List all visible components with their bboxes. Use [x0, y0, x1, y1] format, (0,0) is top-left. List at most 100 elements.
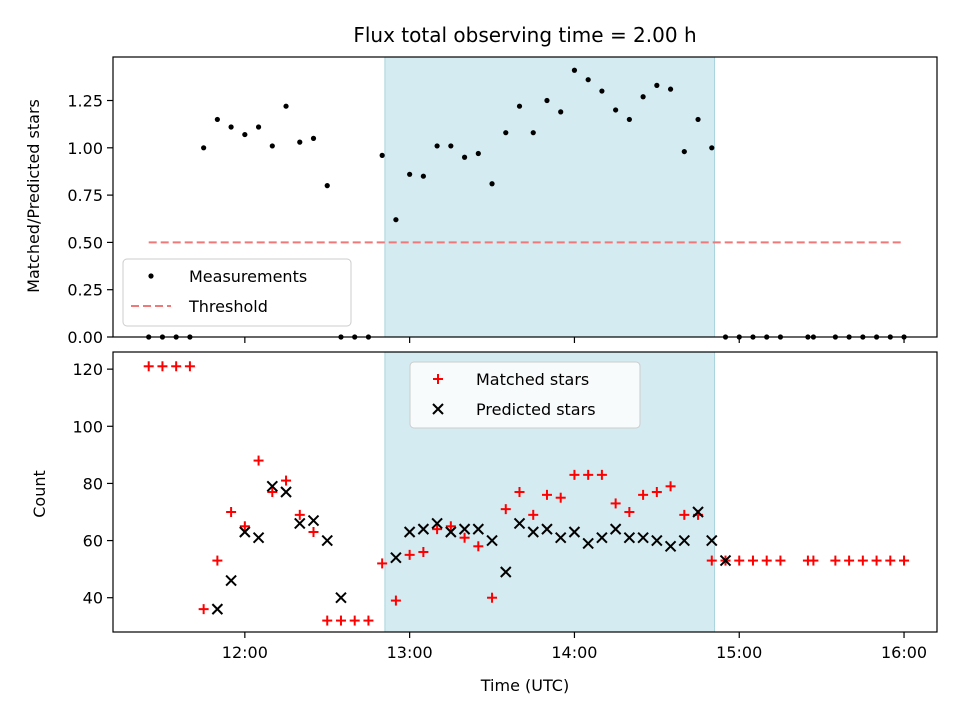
matched-stars-point	[808, 555, 819, 566]
matched-stars-point	[322, 615, 333, 626]
predicted-stars-point	[403, 526, 416, 538]
measurement-point	[407, 171, 413, 177]
plot-frame	[112, 56, 938, 338]
measurement-point	[393, 217, 399, 223]
measurement-point	[516, 103, 523, 109]
predicted-stars-point	[527, 526, 539, 538]
measurement-point	[558, 109, 564, 115]
y-tick-label: 1.00	[67, 139, 103, 158]
predicted-stars-point	[596, 532, 608, 544]
predicted-stars-point	[445, 526, 457, 538]
predicted-stars-point	[307, 514, 320, 527]
x-tick-label: 16:00	[881, 643, 927, 662]
measurement-point	[503, 130, 509, 136]
predicted-stars-point	[335, 592, 347, 604]
legend-marker	[432, 403, 444, 415]
bottom-tick-labels: 40 60 80 100 120 12:00 13:00 14:00 15:00 16:00	[72, 360, 927, 662]
legend-entry: Threshold	[131, 297, 268, 316]
y-tick-label: 80	[83, 474, 103, 493]
measurement-point	[640, 94, 646, 100]
matched-stars-point	[143, 361, 154, 372]
matched-stars-point	[844, 555, 855, 566]
matched-stars-point	[761, 555, 772, 566]
y-tick-label: 100	[72, 417, 103, 436]
plot-frame	[112, 351, 938, 633]
top-tick-labels: 0.00 0.25 0.50 0.75 1.00 1.25	[67, 92, 103, 347]
matched-stars-point	[294, 509, 305, 520]
predicted-stars-point	[568, 526, 581, 538]
legend-box	[409, 361, 641, 429]
predicted-stars-point	[294, 517, 306, 530]
bottom-data-marks	[143, 361, 910, 626]
legend-marker	[433, 374, 443, 384]
matched-stars-point	[528, 509, 539, 520]
matched-stars-point	[885, 555, 896, 566]
matched-stars-point	[473, 541, 484, 552]
measurement-point	[283, 103, 289, 109]
measurement-point	[626, 116, 632, 123]
matched-stars-point	[651, 487, 662, 497]
y-tick-label: 40	[83, 589, 103, 608]
matched-stars-point	[212, 555, 223, 566]
y-tick-label: 0.75	[67, 186, 103, 205]
matched-stars-point	[349, 615, 360, 626]
measurement-point	[297, 139, 303, 145]
matched-stars-point	[267, 487, 278, 497]
predicted-stars-point	[239, 526, 251, 538]
predicted-stars-point	[541, 523, 553, 535]
predicted-stars-point	[472, 523, 485, 535]
matched-stars-point	[377, 558, 388, 569]
legend-box	[122, 258, 352, 327]
measurement-point	[599, 88, 605, 94]
bottom-chart: Count Time (UTC) 40 60 80 100 120 12:00 13:00 1…	[30, 351, 938, 695]
y-tick-label: 60	[83, 532, 103, 551]
measurement-point	[695, 116, 701, 123]
top-axes	[107, 56, 938, 343]
predicted-stars-point	[225, 574, 237, 587]
measurement-point	[475, 150, 481, 157]
matched-stars-point	[198, 604, 209, 615]
y-tick-label: 120	[72, 360, 103, 379]
matched-stars-point	[157, 361, 168, 372]
measurement-point	[585, 77, 591, 83]
matched-stars-point	[899, 555, 910, 566]
y-tick-label: 1.25	[67, 92, 103, 111]
y-tick-label: 0.50	[67, 233, 103, 252]
y-tick-label: 0.00	[67, 328, 103, 347]
matched-stars-point	[583, 469, 594, 480]
matched-stars-point	[418, 547, 429, 557]
measurement-point	[489, 181, 495, 187]
predicted-stars-point	[417, 523, 430, 535]
measurement-point	[434, 143, 440, 149]
matched-stars-point	[569, 469, 580, 480]
predicted-stars-point	[609, 523, 622, 535]
predicted-stars-point	[637, 532, 649, 544]
predicted-stars-point	[458, 523, 471, 535]
measurement-point	[461, 154, 468, 160]
measurement-point	[667, 86, 674, 92]
y-tick-label: 0.25	[67, 281, 103, 300]
bottom-y-axis-label: Count	[30, 470, 49, 518]
legend-entry: Measurements	[148, 267, 307, 286]
top-y-axis-label: Matched/Predicted stars	[24, 99, 43, 293]
top-chart: Flux total observing time = 2.00 h Match…	[24, 23, 938, 347]
legend-entry: Predicted stars	[432, 400, 596, 419]
matched-stars-point	[679, 509, 690, 520]
measurement-point	[681, 148, 687, 155]
predicted-stars-point	[623, 532, 636, 544]
matched-stars-point	[541, 489, 552, 500]
matched-stars-point	[459, 532, 470, 543]
predicted-stars-point	[390, 552, 402, 564]
predicted-stars-point	[513, 517, 526, 530]
matched-stars-point	[624, 507, 635, 517]
predicted-stars-point	[664, 540, 677, 552]
predicted-stars-point	[321, 534, 333, 547]
measurement-point	[420, 173, 426, 179]
matched-stars-point	[514, 487, 525, 497]
matched-stars-point	[239, 521, 250, 532]
chart-title: Flux total observing time = 2.00 h	[353, 23, 696, 47]
matched-stars-point	[665, 481, 676, 492]
matched-stars-point	[610, 498, 621, 509]
matched-stars-point	[734, 555, 745, 566]
